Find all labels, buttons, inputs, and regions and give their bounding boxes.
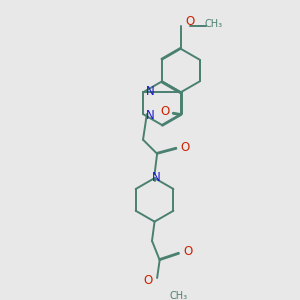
Text: N: N: [152, 171, 160, 184]
Text: CH₃: CH₃: [205, 20, 223, 29]
Text: N: N: [146, 85, 154, 98]
Text: O: O: [185, 15, 194, 28]
Text: O: O: [143, 274, 153, 287]
Text: O: O: [160, 104, 170, 118]
Text: O: O: [183, 244, 193, 258]
Text: O: O: [181, 141, 190, 154]
Text: N: N: [146, 109, 154, 122]
Text: CH₃: CH₃: [170, 291, 188, 300]
